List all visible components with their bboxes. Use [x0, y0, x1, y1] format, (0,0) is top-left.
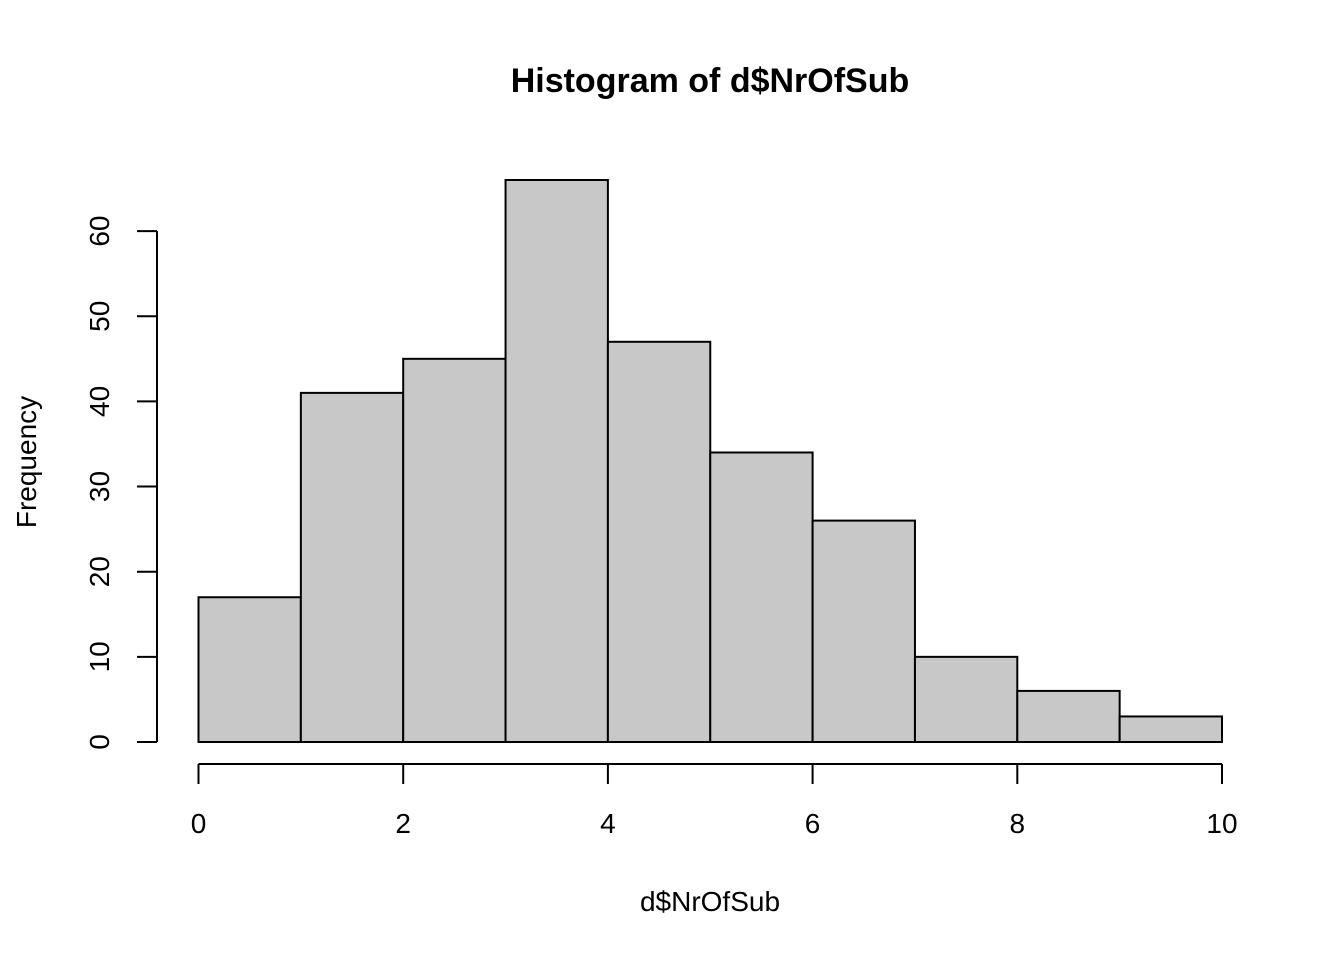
histogram-bars	[197, 179, 1224, 744]
x-axis: 0 2 4 6 8 10	[191, 763, 1238, 839]
y-axis-tick-label: 50	[84, 301, 115, 332]
histogram-bar	[606, 340, 712, 743]
y-axis: 0 10 20 30 40 50 60	[84, 216, 158, 750]
histogram-bar	[299, 391, 405, 743]
y-axis-tick-label: 30	[84, 471, 115, 502]
chart-title: Histogram of d$NrOfSub	[511, 62, 910, 100]
x-axis-tick-label: 0	[191, 808, 207, 839]
histogram-bar	[913, 655, 1019, 744]
x-axis-ticks: 0 2 4 6 8 10	[191, 764, 1238, 839]
x-axis-label: d$NrOfSub	[640, 886, 780, 917]
histogram-bar	[709, 451, 814, 743]
y-axis-label: Frequency	[11, 396, 42, 528]
y-axis-tick-label: 60	[84, 216, 115, 247]
histogram-bar	[197, 596, 302, 743]
histogram-bar	[402, 357, 507, 743]
y-axis-tick-label: 0	[84, 734, 115, 750]
histogram-bar	[1118, 715, 1224, 743]
y-axis-ticks: 0 10 20 30 40 50 60	[84, 216, 157, 750]
y-axis-tick-label: 40	[84, 386, 115, 417]
x-axis-tick-label: 4	[600, 808, 616, 839]
histogram-bar	[811, 519, 916, 744]
y-axis-tick-label: 10	[84, 641, 115, 672]
histogram-bar	[1016, 689, 1121, 744]
histogram-bar	[504, 179, 609, 743]
x-axis-tick-label: 8	[1010, 808, 1026, 839]
y-axis-tick-label: 20	[84, 556, 115, 587]
x-axis-tick-label: 2	[395, 808, 411, 839]
x-axis-tick-label: 6	[805, 808, 821, 839]
x-axis-tick-label: 10	[1206, 808, 1237, 839]
